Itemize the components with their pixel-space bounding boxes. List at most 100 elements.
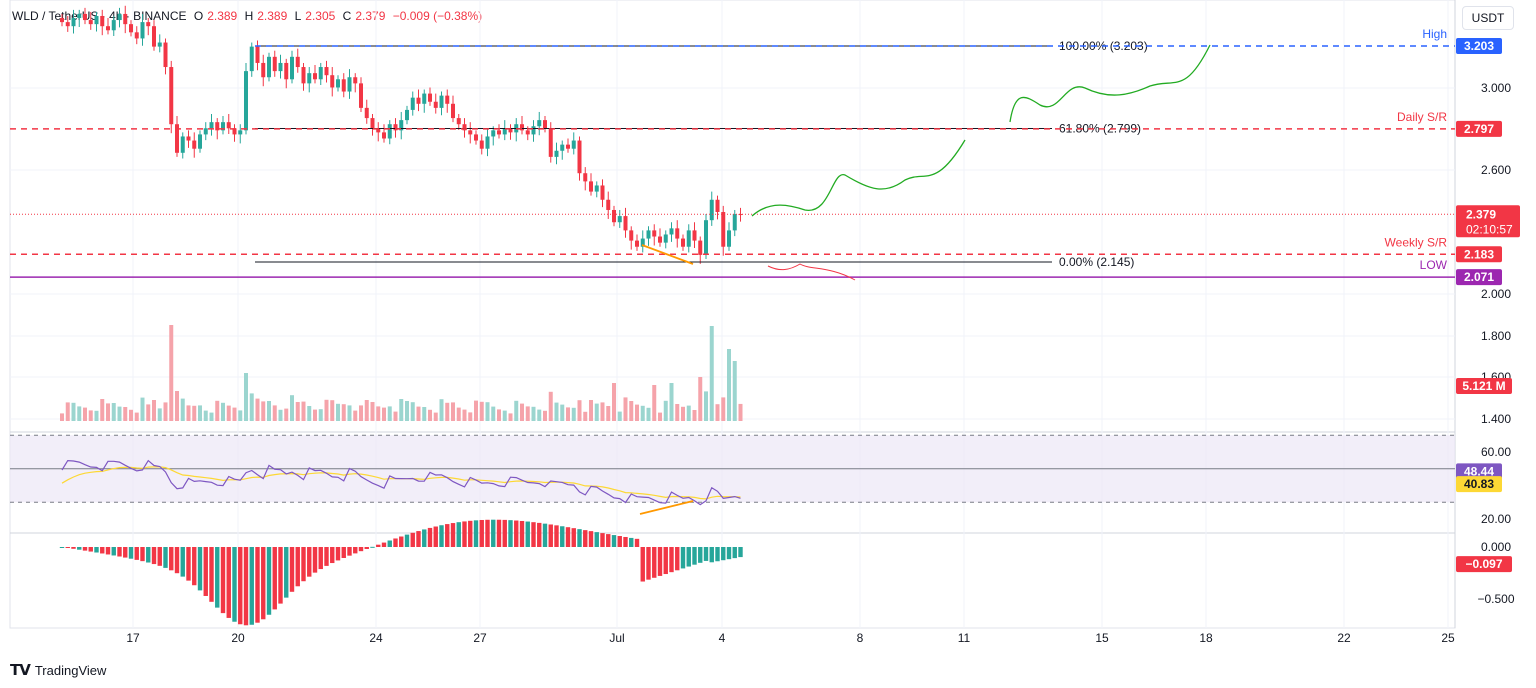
volume-bar bbox=[428, 409, 432, 421]
candle-body bbox=[600, 185, 605, 200]
macd-bar bbox=[65, 547, 70, 548]
candle-body bbox=[652, 230, 657, 237]
candle-body bbox=[140, 22, 145, 39]
volume-bar bbox=[290, 395, 294, 421]
volume-bar bbox=[617, 411, 622, 421]
macd-bar bbox=[703, 547, 709, 561]
candle-body bbox=[307, 73, 312, 84]
volume-bar bbox=[566, 407, 570, 421]
macd-bar bbox=[525, 521, 530, 547]
volume-bar bbox=[589, 400, 593, 421]
macd-bar bbox=[577, 529, 582, 547]
open-label: O bbox=[193, 9, 204, 23]
macd-bar bbox=[341, 547, 346, 558]
candle-body bbox=[692, 230, 697, 241]
candle-body bbox=[267, 56, 271, 78]
candle-body bbox=[65, 22, 70, 27]
volume-bar bbox=[600, 402, 605, 421]
candle-body bbox=[704, 220, 708, 255]
candle-body bbox=[393, 124, 398, 131]
candle-body bbox=[284, 62, 289, 80]
high-value: 2.389 bbox=[257, 9, 288, 23]
price-tick-label: 1.400 bbox=[1481, 412, 1511, 426]
volume-bar bbox=[261, 401, 266, 421]
volume-bar bbox=[221, 402, 225, 421]
candle-body bbox=[525, 130, 530, 135]
macd-bar bbox=[71, 547, 76, 549]
macd-bar bbox=[617, 536, 622, 547]
candle-body bbox=[491, 130, 496, 137]
volume-bar bbox=[571, 407, 576, 421]
macd-bar bbox=[215, 547, 220, 608]
candle-body bbox=[738, 214, 743, 216]
candle-body bbox=[617, 216, 622, 223]
price-tick-label: 1.800 bbox=[1481, 329, 1511, 343]
macd-bar bbox=[583, 530, 588, 547]
candle-body bbox=[100, 15, 105, 27]
volume-bar bbox=[422, 407, 427, 421]
volume-bar bbox=[635, 404, 639, 421]
x-tick-label: 27 bbox=[473, 631, 487, 645]
level-price-text: 2.183 bbox=[1464, 247, 1494, 261]
x-tick-label: 18 bbox=[1199, 631, 1213, 645]
volume-bar bbox=[146, 404, 151, 421]
volume-bar bbox=[198, 405, 202, 421]
macd-bar bbox=[485, 519, 490, 547]
candle-body bbox=[502, 128, 507, 135]
candle-body bbox=[623, 216, 628, 231]
macd-bar bbox=[531, 522, 536, 547]
candle-body bbox=[272, 56, 277, 72]
candle-body bbox=[157, 42, 162, 47]
level-label: Daily S/R bbox=[1397, 110, 1447, 124]
macd-bar bbox=[59, 547, 65, 548]
x-tick-label: 24 bbox=[369, 631, 383, 645]
close-label: C bbox=[342, 9, 352, 23]
candle-body bbox=[180, 136, 185, 153]
candle-body bbox=[543, 120, 547, 129]
candle-body bbox=[261, 62, 266, 78]
volume-bar bbox=[111, 403, 116, 421]
tradingview-logo[interactable]: 𝗧𝗩 TradingView bbox=[10, 661, 106, 679]
volume-bar bbox=[330, 400, 335, 421]
candle-body bbox=[577, 140, 582, 174]
volume-bar bbox=[721, 397, 726, 421]
macd-bar bbox=[542, 523, 548, 547]
low-value: 2.305 bbox=[305, 9, 336, 23]
candle-body bbox=[255, 46, 260, 63]
level-label: High bbox=[1422, 27, 1447, 41]
candle-body bbox=[88, 20, 93, 25]
candle-body bbox=[439, 95, 444, 108]
candle-body bbox=[318, 67, 323, 80]
macd-bar bbox=[669, 547, 674, 573]
plot-frame bbox=[9, 0, 1456, 629]
candle-body bbox=[715, 199, 720, 213]
volume-bar bbox=[209, 412, 214, 421]
x-tick-label: 25 bbox=[1441, 631, 1455, 645]
currency-button[interactable]: USDT bbox=[1462, 6, 1514, 30]
volume-bar bbox=[278, 409, 283, 421]
volume-bar bbox=[123, 407, 128, 421]
candle-body bbox=[94, 15, 99, 25]
macd-bar bbox=[266, 547, 272, 615]
volume-bar bbox=[359, 405, 363, 421]
macd-bar bbox=[284, 547, 289, 598]
macd-bar bbox=[347, 547, 352, 556]
rsi-tick-label: 20.00 bbox=[1481, 512, 1511, 526]
macd-bar bbox=[364, 547, 369, 549]
candle-body bbox=[732, 214, 737, 231]
macd-bar bbox=[502, 519, 507, 547]
volume-bar bbox=[583, 411, 588, 421]
macd-bar bbox=[376, 544, 381, 547]
candle-body bbox=[387, 124, 392, 139]
volume-bar bbox=[129, 409, 133, 421]
candle-body bbox=[669, 228, 674, 235]
candle-body bbox=[295, 56, 300, 68]
volume-bar bbox=[203, 410, 208, 421]
rsi-value-text: 48.44 bbox=[1464, 464, 1494, 478]
rsi-badge bbox=[1456, 463, 1502, 480]
candle-body bbox=[77, 13, 82, 19]
macd-bar bbox=[140, 547, 145, 562]
volume-bar bbox=[324, 399, 329, 421]
candle-body bbox=[451, 103, 455, 119]
